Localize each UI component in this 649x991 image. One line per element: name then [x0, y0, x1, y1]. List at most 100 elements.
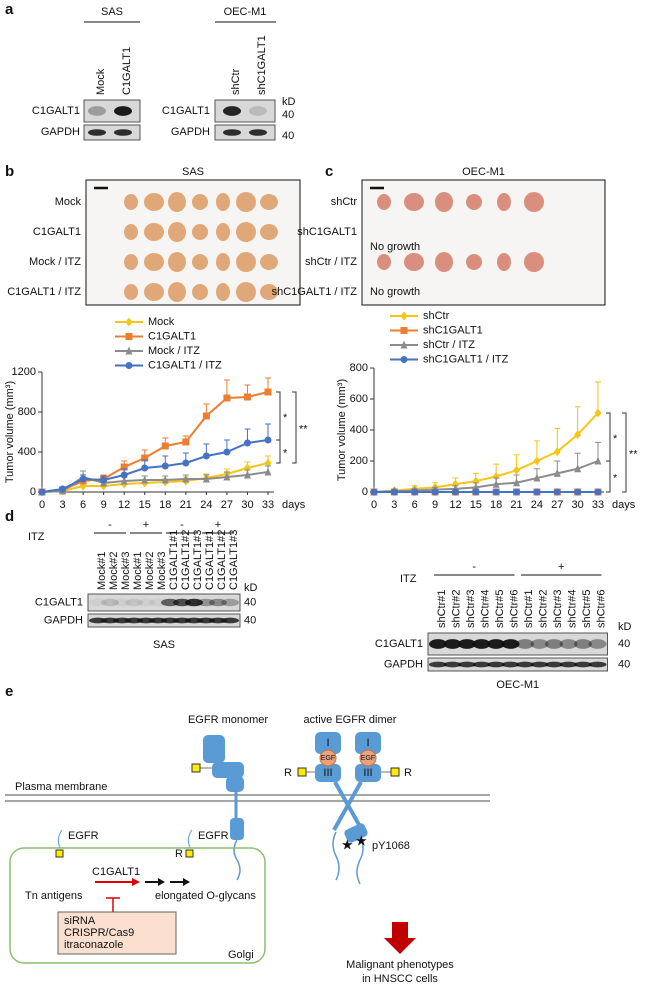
- svg-text:★: ★: [341, 837, 354, 853]
- tumor: [435, 192, 453, 212]
- band: [530, 639, 549, 649]
- row-label: GAPDH: [41, 126, 80, 138]
- panel-label: e: [5, 683, 13, 700]
- organelle-label: Golgi: [228, 949, 254, 961]
- tumor: [236, 192, 256, 212]
- point: [38, 488, 46, 496]
- point: [264, 436, 272, 444]
- domain-label: I: [366, 737, 369, 749]
- band: [185, 598, 203, 607]
- tumor: [124, 224, 138, 240]
- point: [223, 472, 231, 481]
- tumor: [236, 252, 256, 272]
- significance: *: [283, 412, 288, 424]
- photo-title: SAS: [182, 166, 204, 178]
- point: [533, 488, 541, 496]
- band: [221, 598, 239, 607]
- band: [458, 661, 476, 668]
- marker-label: 40: [244, 596, 256, 608]
- row-label: C1GALT1: [32, 105, 80, 117]
- outcome: in HNSCC cells: [362, 973, 438, 985]
- point: [553, 488, 561, 496]
- point: [120, 463, 128, 471]
- point: [472, 488, 480, 496]
- series-line: [373, 412, 599, 493]
- bracket: [622, 412, 627, 493]
- row-label: shCtr: [331, 196, 358, 208]
- enzyme-label: C1GALT1: [92, 866, 140, 878]
- legend-marker: [400, 327, 408, 334]
- lane-label: shCtr#2: [537, 589, 549, 628]
- band: [223, 129, 241, 136]
- lane-label: Mock#1: [132, 551, 144, 590]
- tumor: [260, 224, 278, 240]
- panel-label: b: [5, 163, 14, 180]
- x-tick-label: 33: [262, 499, 274, 511]
- band: [487, 661, 505, 668]
- legend-label: C1GALT1 / ITZ: [148, 359, 222, 371]
- glycan-label: R: [404, 767, 412, 779]
- tumor: [497, 193, 511, 211]
- band: [443, 661, 462, 668]
- tumor: [216, 283, 230, 301]
- lane-label: shC1GALT1: [256, 35, 268, 95]
- tumor: [260, 254, 278, 270]
- point: [243, 393, 251, 401]
- marker-label: 40: [618, 638, 630, 650]
- point: [161, 475, 169, 484]
- point: [141, 475, 149, 484]
- band: [501, 639, 520, 649]
- note: No growth: [370, 286, 420, 298]
- unit-label: kD: [282, 96, 296, 108]
- cell-line: OEC-M1: [496, 679, 539, 691]
- point: [553, 468, 561, 477]
- band: [223, 106, 241, 116]
- blot: [214, 124, 276, 141]
- bracket: [292, 391, 297, 464]
- lane-label: Mock#2: [108, 551, 120, 590]
- product-label: elongated O-glycans: [155, 890, 256, 902]
- band: [545, 639, 563, 649]
- lane-label: shCtr#5: [581, 589, 593, 628]
- x-unit: days: [612, 499, 636, 511]
- x-tick-label: 27: [221, 499, 233, 511]
- group-label: +: [143, 519, 149, 531]
- tumor: [124, 194, 138, 210]
- photo-title: OEC-M1: [462, 166, 505, 178]
- tumor: [144, 253, 164, 271]
- cell-line: OEC-M1: [224, 6, 267, 18]
- band: [472, 661, 491, 668]
- x-tick-label: 3: [59, 499, 65, 511]
- x-tick-label: 9: [101, 499, 107, 511]
- row-label: Mock / ITZ: [29, 256, 81, 268]
- lane-label: C1GALT1#2: [216, 530, 228, 590]
- x-tick-label: 0: [39, 499, 45, 511]
- band: [458, 639, 476, 649]
- band: [221, 617, 239, 624]
- band: [443, 639, 462, 649]
- marker-label: 40: [618, 658, 630, 670]
- legend-label: shCtr: [423, 310, 450, 322]
- y-tick-label: 600: [350, 393, 368, 405]
- tumor: [144, 283, 164, 301]
- series-line: [41, 462, 269, 493]
- band: [429, 661, 447, 668]
- bracket: [276, 439, 281, 464]
- row-label: Mock: [55, 196, 82, 208]
- legend-label: Mock: [148, 316, 175, 328]
- tumor: [497, 253, 511, 271]
- x-tick-label: 18: [490, 499, 502, 511]
- legend-marker: [125, 333, 133, 340]
- lane-label: shCtr#2: [450, 589, 462, 628]
- significance: *: [613, 433, 618, 445]
- band: [516, 639, 534, 649]
- band: [501, 661, 520, 668]
- point: [100, 476, 108, 484]
- row-label: GAPDH: [44, 614, 83, 626]
- tumor: [377, 194, 391, 210]
- outcome: Malignant phenotypes: [346, 959, 454, 971]
- lane-label: shCtr#4: [566, 589, 578, 628]
- bracket: [606, 412, 611, 462]
- point: [120, 471, 128, 479]
- treatment-label: ITZ: [28, 531, 45, 543]
